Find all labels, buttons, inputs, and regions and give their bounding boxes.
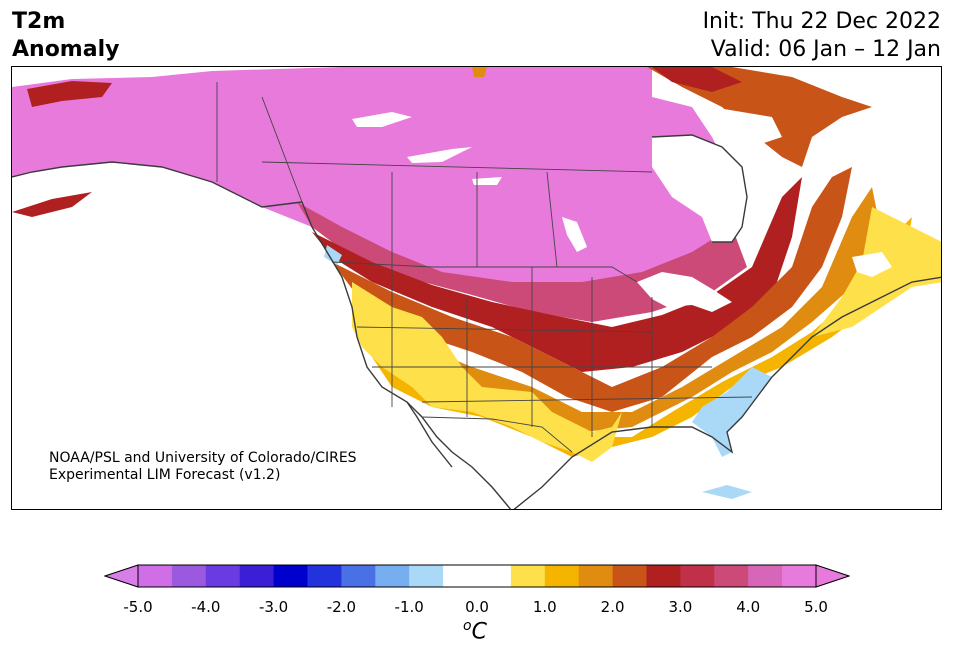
arctic-island-gap [712, 107, 782, 147]
colorbar-segment [409, 565, 444, 587]
colorbar-frame [137, 564, 817, 588]
title-line-2: Anomaly [12, 37, 120, 62]
border-us-states-h1 [356, 326, 653, 333]
colorbar-unit: oC [463, 618, 487, 644]
colorbar-segment [273, 565, 308, 587]
border-province-bc [261, 96, 303, 203]
region-blue-southeast [692, 367, 772, 457]
colorbar-segment [341, 565, 376, 587]
borders [216, 82, 753, 453]
region-red-alaska-north [27, 81, 112, 107]
credit-line-1: NOAA/PSL and University of Colorado/CIRE… [49, 450, 357, 466]
valid-date: Valid: 06 Jan – 12 Jan [710, 37, 941, 62]
colorbar-tick-label: -2.0 [326, 598, 357, 616]
border-us-mexico [421, 416, 573, 453]
region-blue-pacific [324, 245, 342, 265]
colorbar-segment [443, 565, 478, 587]
colorbar-tick-label: -5.0 [123, 598, 153, 616]
title-line-1: T2m [12, 9, 66, 34]
forecast-dates: Init: Thu 22 Dec 2022 Valid: 06 Jan – 12… [703, 8, 941, 64]
region-red-greenland-edge [652, 67, 742, 92]
region-orange-arctic [472, 67, 487, 77]
colorbar-tick-label: 0.0 [465, 598, 489, 616]
colorbar-segment [714, 565, 749, 587]
unit-degree-sup: o [463, 618, 472, 634]
border-us-states-h3 [421, 396, 753, 403]
colorbar-segment [307, 565, 342, 587]
colorbar [104, 564, 850, 588]
map-title: T2m Anomaly [12, 8, 119, 64]
region-blue-caribbean [702, 485, 752, 499]
colorbar-segment [375, 565, 410, 587]
unit-letter: C [471, 619, 487, 645]
border-province-mb [546, 171, 558, 268]
coastline-pacific [301, 201, 512, 509]
colorbar-segment [680, 565, 715, 587]
colorbar-tick-label: 4.0 [736, 598, 761, 616]
init-date: Init: Thu 22 Dec 2022 [702, 9, 941, 34]
colorbar-segment [782, 565, 817, 587]
coastline-baja [406, 401, 453, 468]
anomaly-map-svg [12, 67, 941, 509]
gulf-of-st-lawrence [852, 252, 892, 277]
lake-winnipeg [562, 217, 587, 252]
region-deep-red-band [297, 202, 747, 322]
colorbar-segment [477, 565, 512, 587]
coastline-alaska [12, 161, 303, 208]
lake-great-bear [352, 112, 412, 127]
lake-athabasca [472, 177, 502, 185]
colorbar-segment [748, 565, 783, 587]
colorbar-tick-label: 2.0 [600, 598, 625, 616]
coastlines [12, 134, 941, 509]
colorbar-segment [171, 565, 207, 587]
region-yellow-west [352, 282, 622, 462]
coastline-hudson [651, 134, 748, 243]
colorbar-segment [205, 565, 241, 587]
colorbar-segment [239, 565, 275, 587]
hudson-bay [652, 135, 747, 242]
colorbar-tick-label: -1.0 [394, 598, 424, 616]
colorbar-tick-label: 5.0 [804, 598, 828, 616]
region-pink-canada [12, 67, 742, 302]
region-red-band [312, 177, 802, 372]
credit-line-2: Experimental LIM Forecast (v1.2) [49, 467, 281, 483]
anomaly-map [11, 66, 942, 510]
colorbar-tick-label: 1.0 [532, 598, 557, 616]
border-territories [261, 161, 653, 173]
region-red-alaska-south [12, 192, 92, 217]
colorbar-segment [578, 565, 614, 587]
credit-text: NOAA/PSL and University of Colorado/CIRE… [49, 450, 357, 484]
colorbar-segment [138, 565, 173, 587]
colorbar-segment [646, 565, 681, 587]
colorbar-extend-high [815, 564, 850, 588]
region-orange-band [332, 167, 852, 412]
colorbar-tick-label: 3.0 [668, 598, 693, 616]
colorbar-segment [612, 565, 647, 587]
lake-great-slave [407, 147, 472, 163]
colorbar-segment [544, 565, 580, 587]
colorbar-segment [510, 565, 546, 587]
colorbar-tick-label: -3.0 [258, 598, 289, 616]
coastline-gulf [513, 276, 941, 509]
colorbar-tick-label: -4.0 [191, 598, 221, 616]
colorbar-extend-low [104, 564, 139, 588]
great-lakes [637, 272, 732, 312]
